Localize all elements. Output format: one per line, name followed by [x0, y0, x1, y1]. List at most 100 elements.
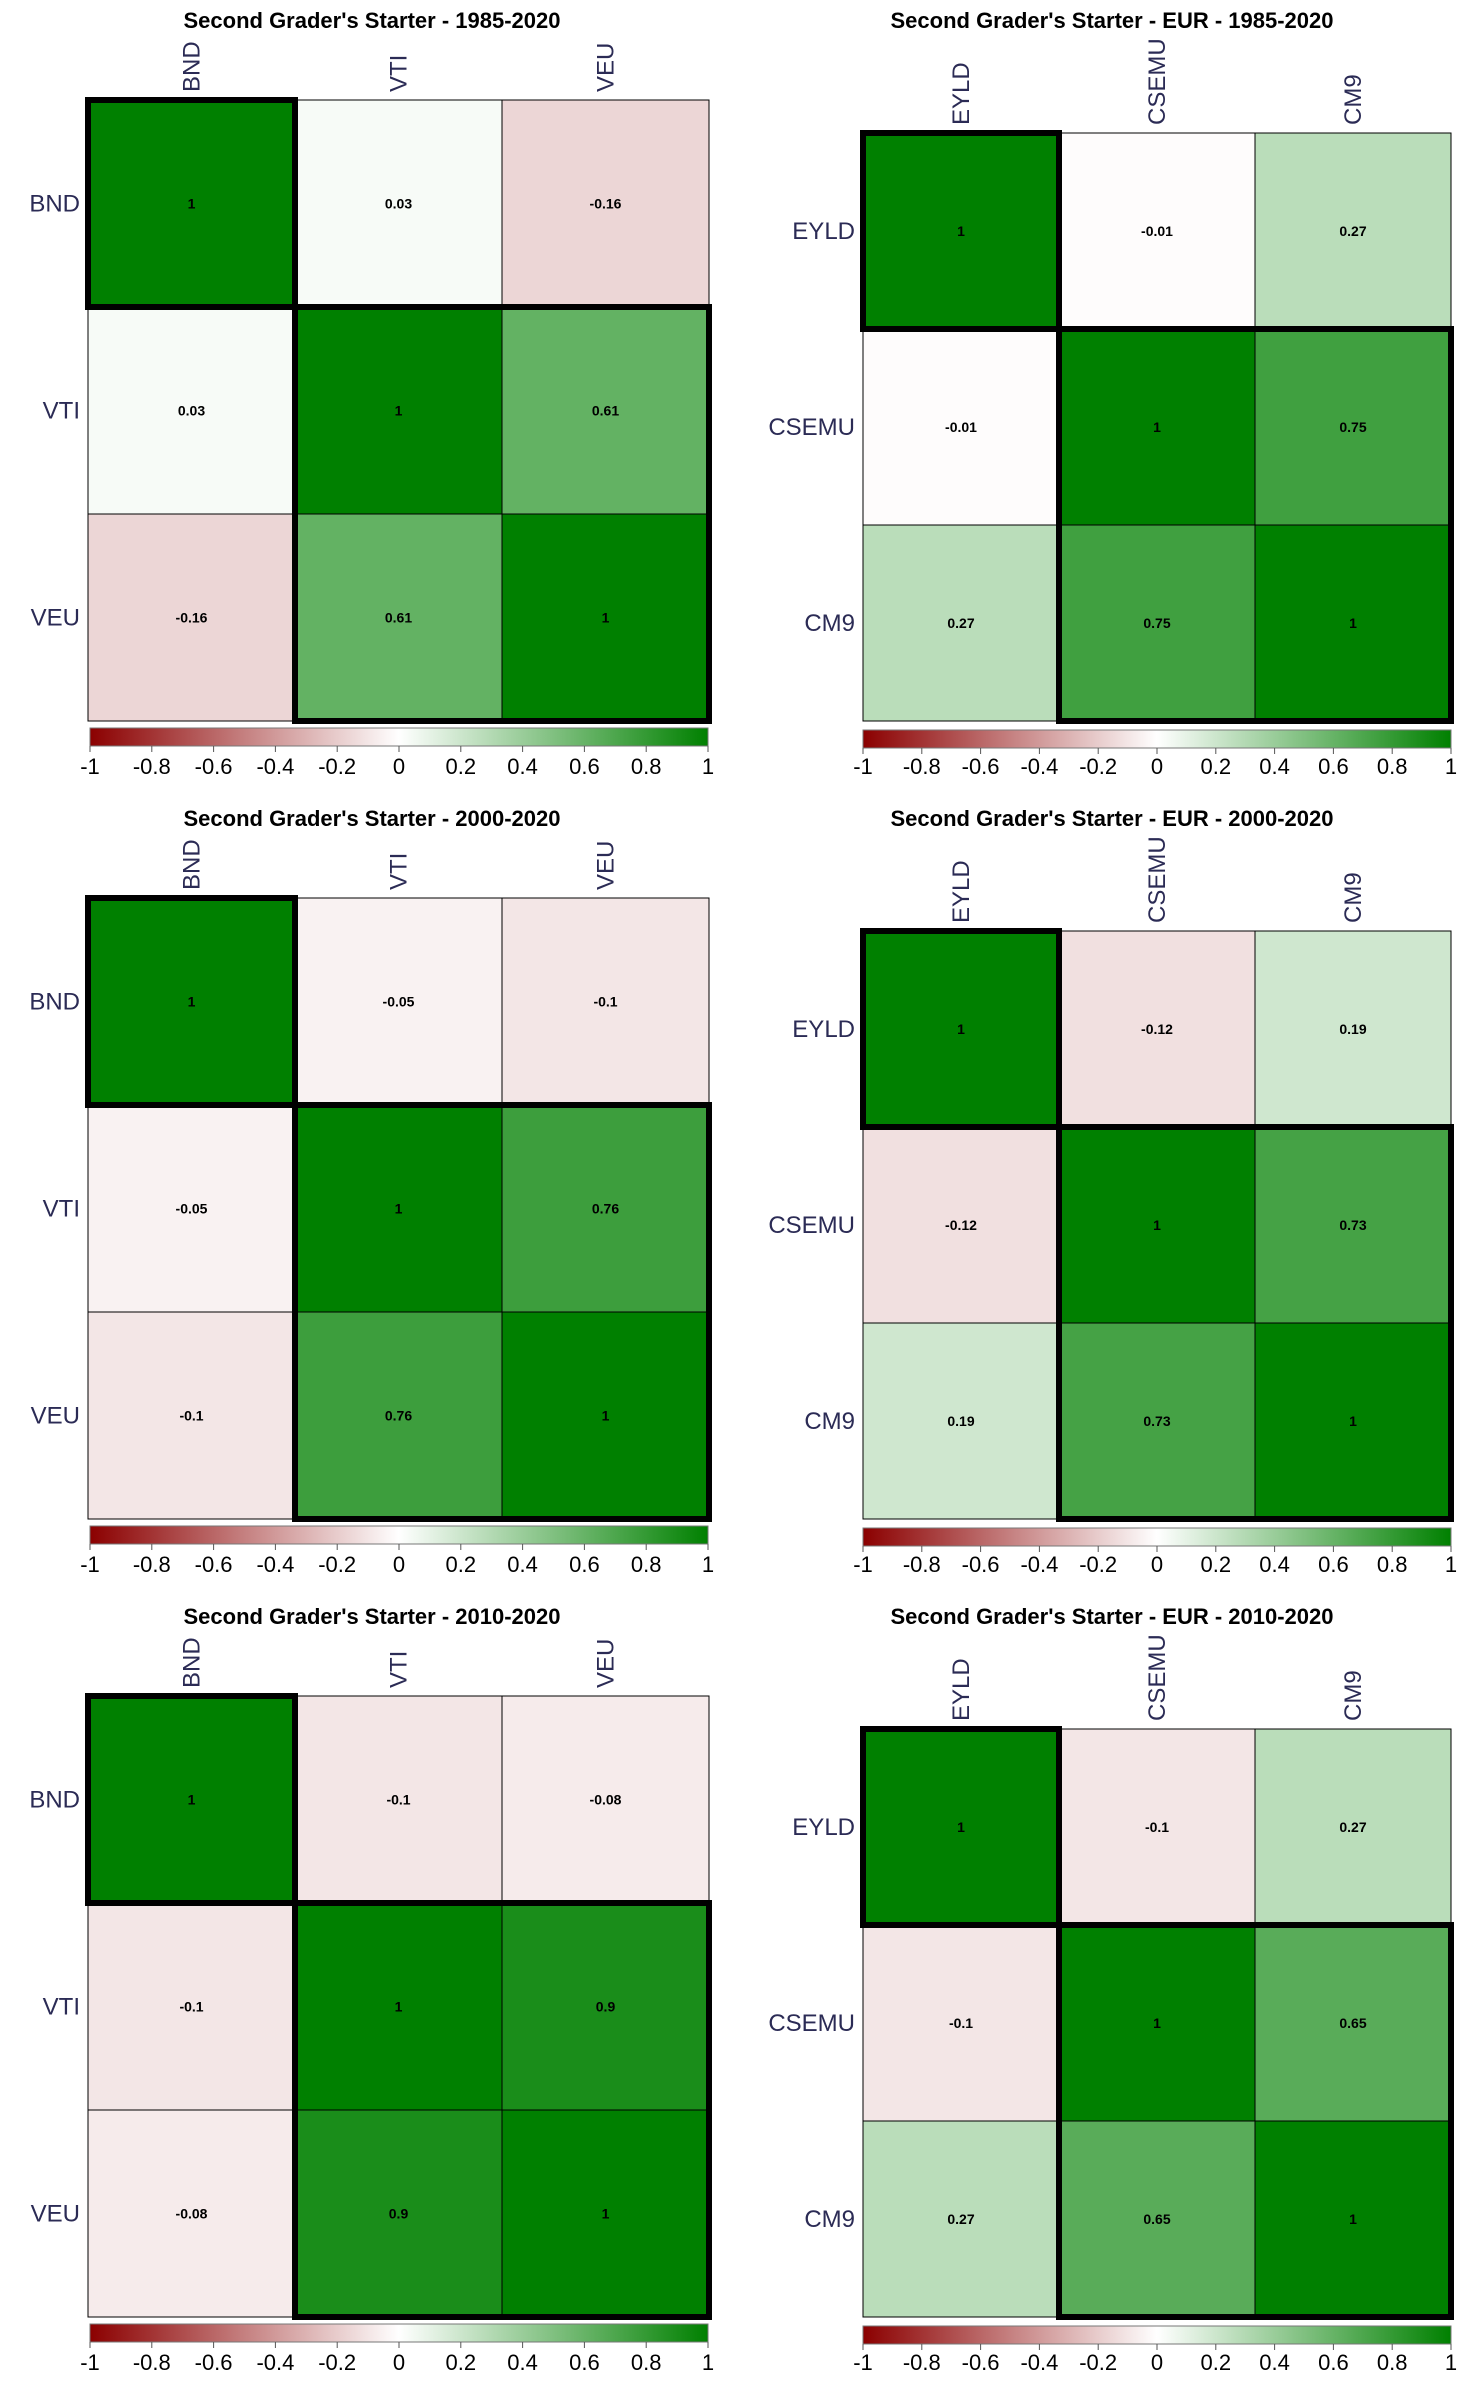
cluster-outline	[292, 304, 712, 724]
row-label: CM9	[804, 610, 855, 637]
cluster-outline	[85, 1693, 298, 1906]
colorbar-tick-label: 0	[393, 754, 405, 779]
colorbar-tick-label: -0.6	[962, 1552, 1000, 1577]
cell-value-label: -0.16	[590, 196, 622, 212]
heatmap-cell	[501, 897, 710, 1106]
heatmap-cell	[294, 897, 503, 1106]
cell-value-label: 1	[395, 403, 403, 419]
cell-value-label: -0.1	[949, 2015, 973, 2031]
cell-value-label: 0.75	[1143, 615, 1170, 631]
colorbar-tick-label: -0.8	[903, 754, 941, 779]
colorbar-tick-label: 0.6	[1318, 754, 1349, 779]
colorbar-tick-label: -0.2	[1079, 1552, 1117, 1577]
chart-title: Second Grader's Starter - EUR - 2010-202…	[891, 1604, 1334, 1629]
cell-value-label: 1	[395, 1999, 403, 2015]
column-label: CSEMU	[1144, 1634, 1171, 1721]
heatmap-cell	[87, 1902, 296, 2111]
chart-title: Second Grader's Starter - 2010-2020	[184, 1604, 561, 1629]
colorbar-tick-label: -0.2	[1079, 754, 1117, 779]
heatmap-cell	[87, 99, 296, 308]
colorbar-tick-label: 0.4	[1259, 754, 1290, 779]
colorbar-tick-label: -0.4	[256, 2350, 294, 2375]
cell-value-label: 0.03	[385, 196, 412, 212]
cluster-outline	[1056, 1922, 1454, 2320]
cell-value-label: -0.08	[176, 2206, 208, 2222]
heatmap-panel: Second Grader's Starter - 1985-2020 1 0.03…	[29, 8, 714, 779]
cell-value-label: -0.08	[590, 1792, 622, 1808]
heatmap-cell	[501, 1902, 710, 2111]
cluster-outline	[85, 895, 298, 1108]
heatmap-cell	[1058, 328, 1256, 526]
heatmap-cell	[1254, 2120, 1452, 2318]
cluster-outline	[292, 1102, 712, 1522]
column-label: CSEMU	[1144, 38, 1171, 125]
cell-value-label: -0.05	[383, 994, 415, 1010]
heatmap-cell	[294, 306, 503, 515]
colorbar-tick-label: 1	[1445, 2350, 1457, 2375]
colorbar	[89, 2323, 709, 2343]
column-label: VTI	[386, 55, 413, 92]
cell-value-label: 0.75	[1339, 419, 1366, 435]
heatmap-cell	[501, 1695, 710, 1904]
cell-value-label: -0.1	[179, 1408, 203, 1424]
row-label: CSEMU	[768, 414, 855, 441]
cell-value-label: 0.65	[1339, 2015, 1366, 2031]
colorbar-tick-label: 0	[393, 2350, 405, 2375]
heatmap-cell	[87, 897, 296, 1106]
heatmap-cell	[862, 524, 1060, 722]
cluster-outline	[1056, 1124, 1454, 1522]
cell-value-label: -0.1	[1145, 1819, 1169, 1835]
colorbar-tick-label: 0	[1151, 754, 1163, 779]
heatmap-cell	[1058, 1322, 1256, 1520]
heatmap-cell	[1058, 524, 1256, 722]
column-label: BND	[179, 1637, 206, 1688]
cluster-outline	[292, 1900, 712, 2320]
colorbar-tick-label: 1	[1445, 1552, 1457, 1577]
cell-value-label: 0.27	[1339, 223, 1366, 239]
column-label: VEU	[593, 841, 620, 890]
colorbar-tick-label: -0.6	[195, 2350, 233, 2375]
row-label: CSEMU	[768, 1212, 855, 1239]
heatmap-cell	[1254, 132, 1452, 330]
heatmap-cell	[862, 328, 1060, 526]
row-label: CSEMU	[768, 2010, 855, 2037]
colorbar-tick-label: -1	[80, 2350, 100, 2375]
cell-value-label: -0.16	[176, 610, 208, 626]
column-label: CM9	[1340, 872, 1367, 923]
row-label: VEU	[31, 1403, 80, 1430]
cell-value-label: -0.01	[1141, 223, 1173, 239]
colorbar-tick-label: 0.6	[569, 1552, 600, 1577]
colorbar-tick-label: 1	[702, 1552, 714, 1577]
colorbar-tick-label: 0.6	[1318, 1552, 1349, 1577]
colorbar-tick-label: -0.4	[1020, 1552, 1058, 1577]
heatmap-cell	[87, 513, 296, 722]
colorbar	[862, 2325, 1452, 2345]
cell-value-label: 1	[395, 1201, 403, 1217]
row-label: BND	[29, 1787, 80, 1814]
colorbar-tick-label: 0.2	[1201, 754, 1232, 779]
cell-value-label: -0.1	[179, 1999, 203, 2015]
row-label: BND	[29, 989, 80, 1016]
heatmap-cell	[1058, 930, 1256, 1128]
colorbar-tick-label: -0.2	[318, 754, 356, 779]
heatmap-panel: Second Grader's Starter - EUR - 2010-202…	[768, 1604, 1457, 2375]
heatmap-cell	[501, 306, 710, 515]
chart-title: Second Grader's Starter - 2000-2020	[184, 806, 561, 831]
cell-value-label: 1	[188, 994, 196, 1010]
cell-value-label: 1	[602, 2206, 610, 2222]
cell-value-label: 0.19	[1339, 1021, 1366, 1037]
cell-value-label: 1	[957, 223, 965, 239]
cell-value-label: 0.61	[592, 403, 619, 419]
heatmap-cell	[87, 1104, 296, 1313]
colorbar-tick-label: 0	[1151, 1552, 1163, 1577]
cell-value-label: 1	[1349, 615, 1357, 631]
heatmap-cell	[862, 132, 1060, 330]
heatmap-cell	[862, 1126, 1060, 1324]
colorbar-tick-label: 0.8	[1377, 754, 1408, 779]
heatmap-cell	[1254, 328, 1452, 526]
heatmap-panel: Second Grader's Starter - EUR - 1985-202…	[768, 8, 1457, 779]
heatmap-cell	[862, 1728, 1060, 1926]
row-label: CM9	[804, 2206, 855, 2233]
colorbar-tick-label: -0.8	[133, 754, 171, 779]
colorbar-tick-label: 1	[702, 2350, 714, 2375]
